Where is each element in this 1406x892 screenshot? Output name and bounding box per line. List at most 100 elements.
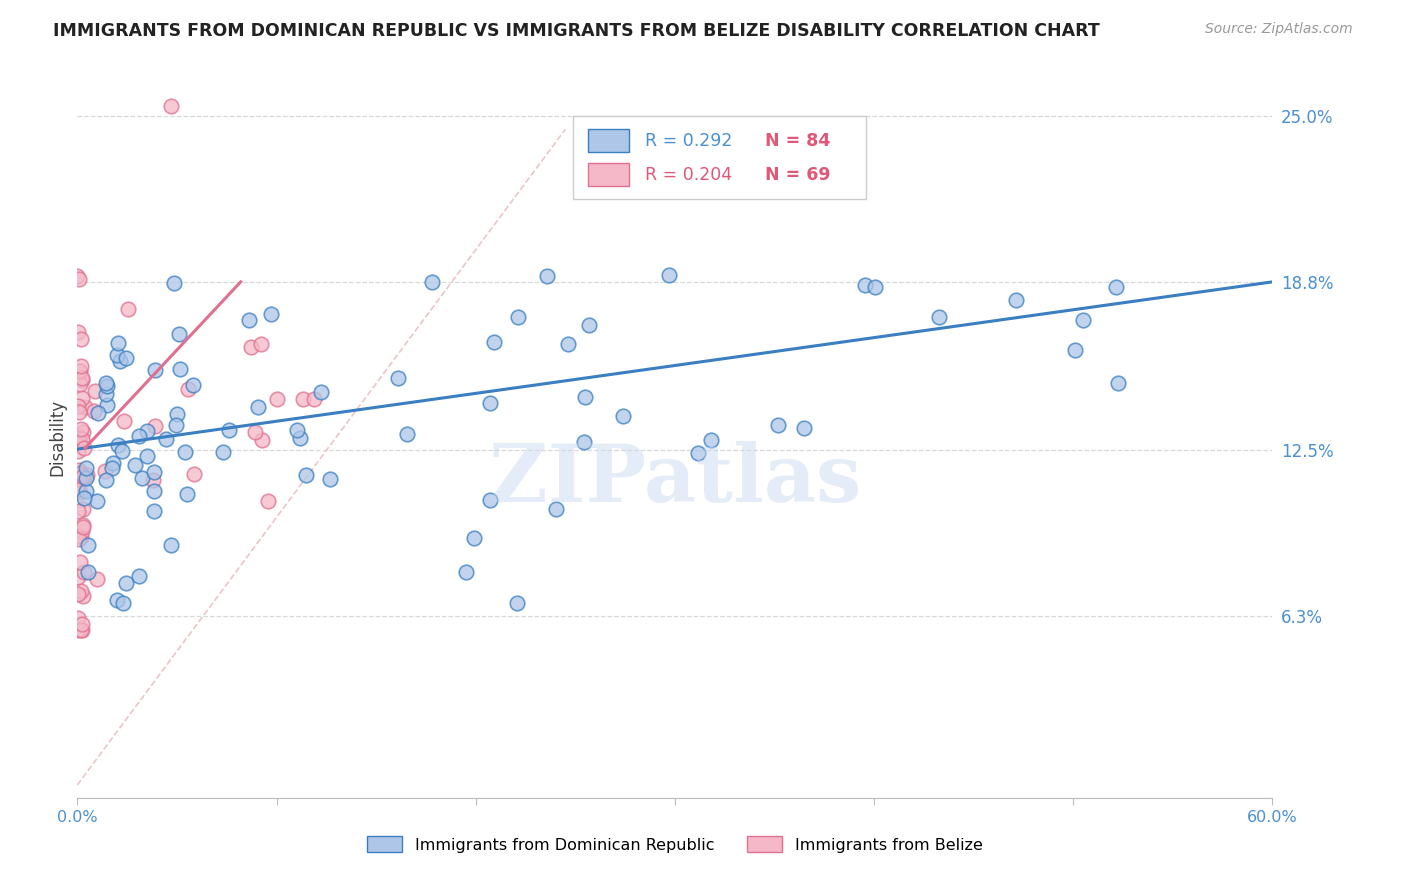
Point: [1071, 313, 1094, 327]
Point: [1063, 343, 1085, 358]
Point: [112, 596, 135, 610]
Point: [96, 379, 118, 393]
Point: [72, 469, 94, 483]
Point: [319, 472, 342, 486]
Point: [128, 569, 150, 583]
Point: [766, 418, 789, 433]
Point: [142, 473, 165, 487]
Point: [506, 310, 529, 325]
Point: [70, 617, 93, 632]
Point: [853, 278, 876, 293]
Point: [167, 327, 190, 342]
Point: [247, 400, 270, 414]
Point: [114, 575, 136, 590]
Point: [73, 400, 96, 414]
Text: R = 0.204: R = 0.204: [645, 166, 733, 184]
Point: [574, 391, 596, 405]
Point: [76, 538, 98, 552]
Point: [143, 362, 166, 376]
Point: [136, 424, 159, 438]
Point: [94, 387, 117, 401]
Point: [291, 392, 314, 407]
Point: [700, 433, 723, 447]
Text: ZIPatlas: ZIPatlas: [489, 442, 860, 519]
Point: [69, 472, 91, 486]
Point: [75, 483, 97, 498]
Point: [67, 434, 90, 449]
Point: [1107, 376, 1129, 391]
Point: [396, 427, 419, 442]
Point: [142, 465, 165, 479]
Point: [66, 399, 89, 413]
Text: IMMIGRANTS FROM DOMINICAN REPUBLIC VS IMMIGRANTS FROM BELIZE DISABILITY CORRELAT: IMMIGRANTS FROM DOMINICAN REPUBLIC VS IM…: [53, 22, 1099, 40]
Point: [66, 611, 89, 625]
Point: [928, 310, 950, 325]
Point: [83, 404, 105, 418]
Point: [66, 529, 89, 543]
Point: [77, 566, 100, 580]
Point: [169, 362, 191, 376]
Point: [658, 268, 681, 282]
Point: [66, 483, 89, 497]
Point: [166, 407, 188, 421]
Point: [288, 431, 311, 445]
Point: [67, 272, 90, 286]
Point: [66, 570, 89, 584]
Point: [160, 538, 183, 552]
Point: [67, 463, 90, 477]
Point: [75, 470, 97, 484]
Point: [479, 492, 502, 507]
Point: [72, 519, 94, 533]
Point: [309, 384, 332, 399]
Point: [96, 398, 118, 412]
Point: [211, 444, 233, 458]
Point: [865, 280, 887, 294]
Text: N = 69: N = 69: [765, 166, 830, 184]
Point: [69, 364, 91, 378]
Point: [69, 377, 91, 392]
Point: [143, 504, 166, 518]
Point: [101, 461, 124, 475]
Point: [183, 467, 205, 481]
Point: [66, 444, 89, 458]
Point: [557, 336, 579, 351]
Point: [793, 421, 815, 435]
Point: [72, 425, 94, 439]
Point: [165, 417, 187, 432]
Point: [94, 376, 117, 390]
Point: [70, 359, 93, 374]
Point: [131, 470, 153, 484]
Point: [688, 446, 710, 460]
Point: [73, 442, 96, 456]
Point: [69, 584, 91, 599]
Point: [72, 565, 94, 579]
Point: [136, 449, 159, 463]
Point: [75, 461, 97, 475]
Point: [112, 414, 135, 428]
Point: [72, 370, 94, 384]
Point: [238, 313, 260, 327]
Point: [250, 336, 273, 351]
Point: [107, 335, 129, 350]
Point: [108, 354, 131, 368]
Point: [287, 424, 309, 438]
Point: [218, 423, 240, 437]
Legend: Immigrants from Dominican Republic, Immigrants from Belize: Immigrants from Dominican Republic, Immi…: [361, 830, 988, 859]
Point: [66, 325, 89, 339]
Point: [67, 434, 90, 449]
FancyBboxPatch shape: [574, 116, 866, 199]
Text: N = 84: N = 84: [765, 132, 830, 150]
Point: [506, 596, 529, 610]
Point: [572, 434, 595, 449]
Point: [72, 472, 94, 486]
Point: [173, 445, 195, 459]
Point: [259, 307, 281, 321]
Point: [76, 468, 98, 483]
Point: [155, 432, 177, 446]
Point: [181, 378, 204, 392]
Point: [252, 433, 274, 447]
Point: [67, 587, 90, 601]
Point: [177, 382, 200, 396]
Point: [70, 332, 93, 346]
Point: [176, 487, 198, 501]
